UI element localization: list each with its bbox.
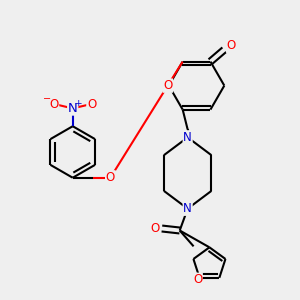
Text: O: O: [226, 39, 236, 52]
Text: O: O: [163, 79, 172, 92]
Text: −: −: [43, 94, 51, 104]
Text: O: O: [49, 98, 58, 111]
Text: O: O: [106, 171, 115, 184]
Text: O: O: [193, 273, 202, 286]
Text: N: N: [183, 131, 192, 144]
Text: N: N: [183, 202, 192, 215]
Text: +: +: [74, 99, 81, 108]
Text: O: O: [87, 98, 96, 111]
Text: N: N: [68, 102, 78, 115]
Text: O: O: [106, 171, 115, 184]
Text: O: O: [150, 222, 160, 235]
Text: O: O: [106, 171, 115, 184]
